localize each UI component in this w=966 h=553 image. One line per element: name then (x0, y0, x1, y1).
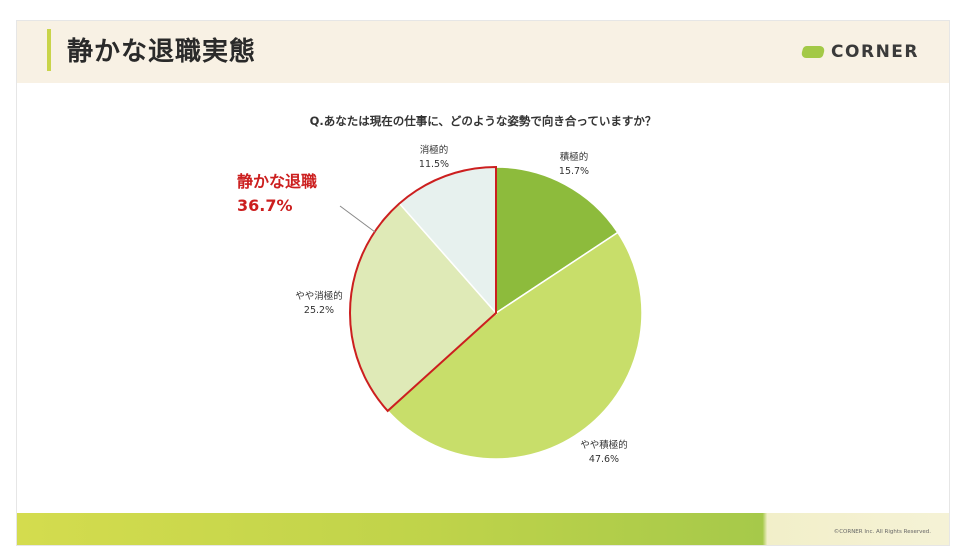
header: 静かな退職実態 CORNER (17, 21, 949, 83)
slice-value-3: 11.5% (419, 159, 449, 170)
slice-label-2: やや消極的 (295, 290, 343, 302)
pie-slice-1 (386, 231, 643, 460)
slice-value-0: 15.7% (559, 166, 589, 177)
pie-slice-0 (495, 166, 619, 315)
slice-value-1: 47.6% (589, 454, 619, 465)
brand: CORNER (800, 42, 919, 62)
slice-label-0: 積極的 (560, 151, 589, 163)
slice-label-1: やや積極的 (580, 439, 628, 451)
footer-band (17, 513, 949, 545)
callout-value: 36.7% (237, 196, 293, 215)
slice-value-2: 25.2% (304, 305, 334, 316)
copyright: ©CORNER Inc. All Rights Reserved. (833, 529, 931, 535)
page-title: 静かな退職実態 (67, 37, 257, 67)
callout-label: 静かな退職 (237, 172, 317, 191)
highlight-outline (349, 165, 497, 413)
callout-leader-line (339, 205, 376, 233)
chart-title: Q.あなたは現在の仕事に、どのような姿勢で向き合っていますか？ (309, 114, 657, 128)
brand-name: CORNER (831, 42, 919, 62)
title-accent-bar (47, 29, 51, 71)
slice-label-3: 消極的 (420, 144, 449, 156)
